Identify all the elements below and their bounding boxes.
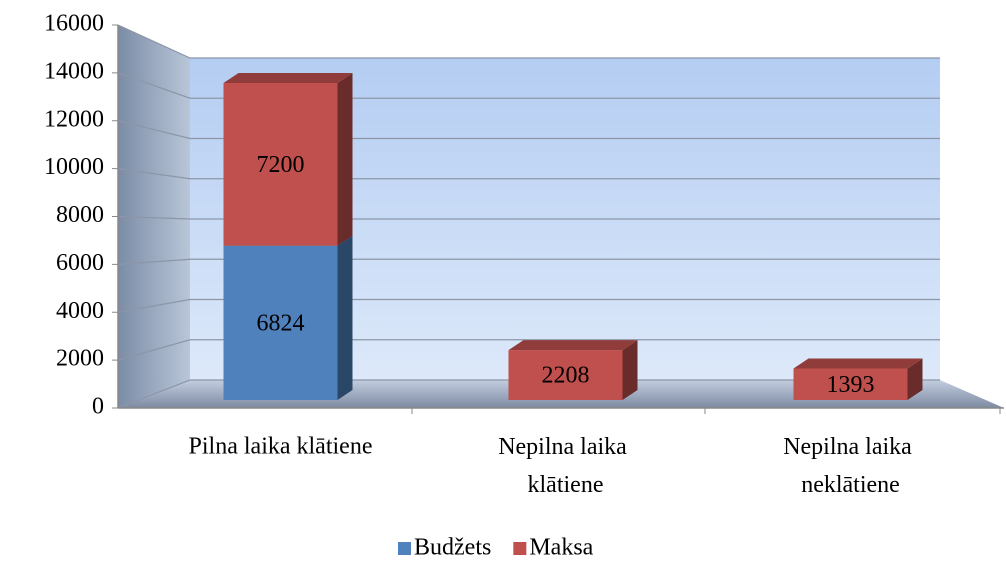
y-tick-label: 10000 (44, 154, 104, 180)
x-tick-label: Nepilna laika neklātiene (783, 434, 918, 498)
grid-line (117, 298, 940, 313)
grid-line (117, 24, 940, 59)
legend-swatch (513, 542, 527, 555)
y-tick-label: 6000 (56, 250, 104, 276)
legend-swatch (398, 542, 411, 555)
bar-top (508, 340, 638, 351)
y-tick-label: 14000 (44, 58, 104, 84)
y-tick-label: 2000 (56, 346, 104, 372)
bar (793, 368, 908, 400)
side-wall (118, 25, 190, 408)
legend-label: Maksa (529, 535, 593, 561)
bar-side (337, 235, 353, 400)
bar (508, 350, 623, 400)
bar-side (337, 73, 353, 246)
bar (223, 83, 338, 246)
y-tick-label: 0 (92, 394, 104, 420)
y-tick-label: 12000 (44, 106, 104, 132)
grid-line (117, 120, 940, 140)
data-label: 6824 (257, 310, 305, 336)
grid-line (117, 215, 940, 220)
y-tick-label: 8000 (56, 202, 104, 228)
data-label: 1393 (827, 372, 875, 398)
y-tick-label: 4000 (56, 298, 104, 324)
grid-line (117, 168, 940, 180)
grid-line (117, 379, 940, 409)
grid-line (117, 258, 940, 265)
grid-line (117, 72, 940, 99)
x-tick-label: Nepilna laika klātiene (498, 434, 633, 498)
bar-side (907, 358, 923, 400)
x-tick-label: Pilna laika klātiene (189, 434, 373, 460)
bar-side (622, 340, 638, 400)
legend-label: Budžets (414, 535, 491, 561)
data-label: 7200 (257, 152, 305, 178)
data-label: 2208 (542, 363, 590, 389)
bar (223, 245, 338, 400)
grid-line (117, 339, 940, 361)
label-line: klātiene (528, 472, 604, 498)
label-line: neklātiene (801, 472, 900, 498)
label-line: Nepilna laika (498, 434, 633, 460)
label-line: Nepilna laika (783, 434, 918, 460)
y-tick-label: 16000 (44, 11, 104, 37)
bar-top (223, 73, 353, 83)
bar-top (793, 358, 923, 369)
